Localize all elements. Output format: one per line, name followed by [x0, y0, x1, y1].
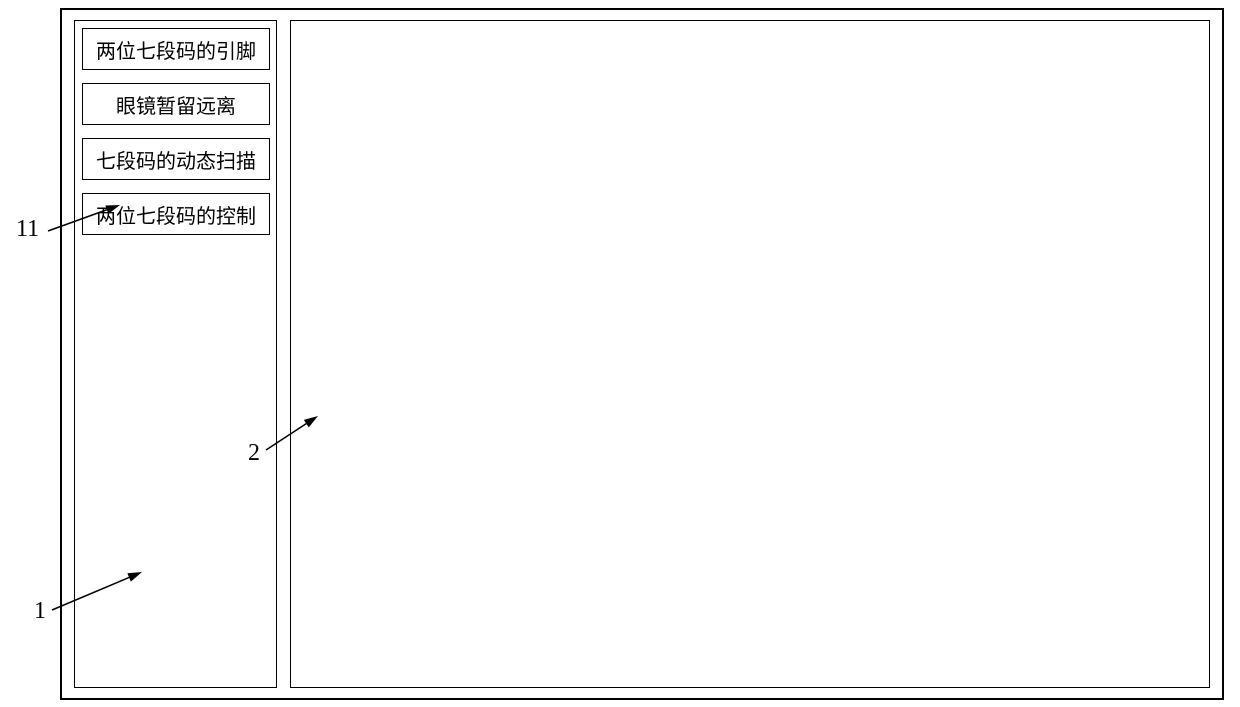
diagram-canvas: 两位七段码的引脚 眼镜暂留远离 七段码的动态扫描 两位七段码的控制 11 2 1	[0, 0, 1240, 707]
content-panel	[290, 20, 1210, 688]
callout-arrow-1	[32, 552, 162, 630]
sidebar-item-label: 七段码的动态扫描	[96, 145, 256, 174]
callout-arrow-11	[28, 185, 140, 251]
sidebar-item-1[interactable]: 眼镜暂留远离	[82, 83, 270, 125]
callout-arrow-2	[246, 396, 338, 470]
sidebar-item-2[interactable]: 七段码的动态扫描	[82, 138, 270, 180]
sidebar-item-label: 两位七段码的引脚	[96, 35, 256, 64]
sidebar-item-label: 眼镜暂留远离	[116, 90, 236, 119]
sidebar-item-0[interactable]: 两位七段码的引脚	[82, 28, 270, 70]
